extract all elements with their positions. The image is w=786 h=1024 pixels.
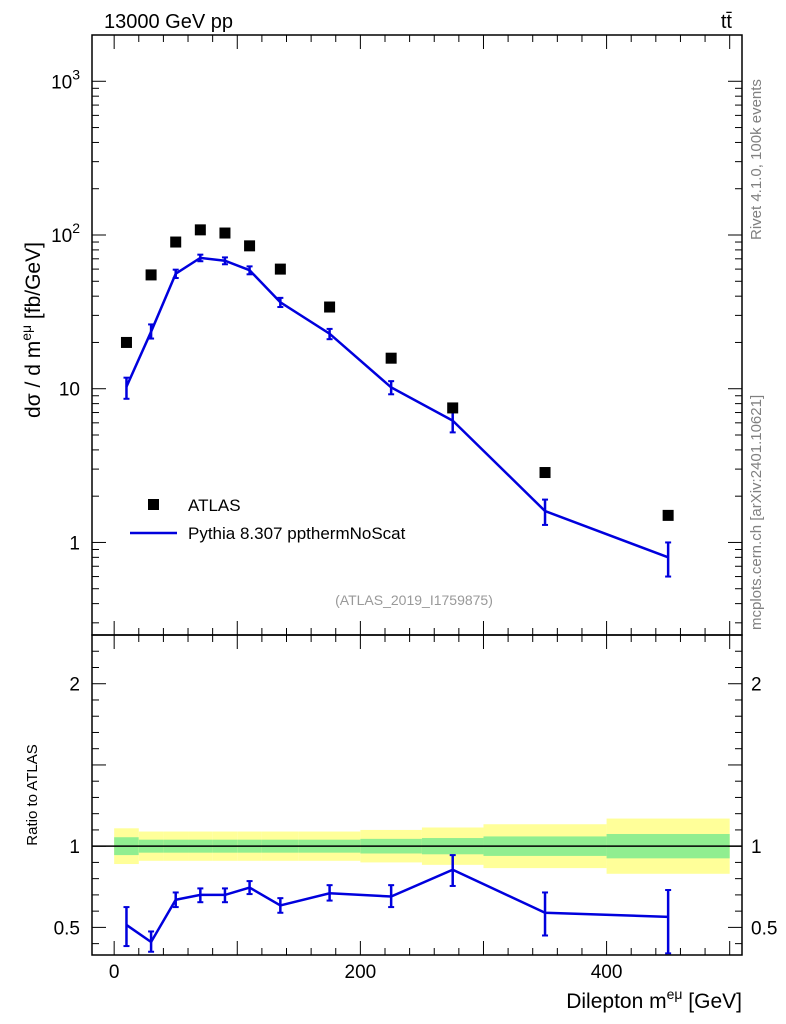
atlas-point: [662, 509, 674, 521]
ratio-y-axis-label: Ratio to ATLAS: [24, 744, 41, 845]
rivet-label: Rivet 4.1.0, 100k events: [748, 79, 765, 240]
ratio-ytick-label-right: 0.5: [751, 918, 777, 939]
ratio-axis-ticks: [92, 635, 742, 955]
atlas-point: [385, 352, 397, 364]
atlas-point: [447, 402, 459, 414]
atlas-point: [539, 467, 551, 479]
atlas-point: [194, 224, 206, 236]
ratio-uncertainty-bands: [92, 818, 742, 874]
ratio-ytick-labels: 0.5 0.5 1 1 2 2: [54, 675, 778, 940]
main-ytick-labels: 1 10 102 103: [51, 66, 80, 554]
x-axis-label: Dilepton meμ [GeV]: [566, 986, 742, 1013]
main-ytick-label: 10: [59, 380, 80, 401]
main-y-axis-label: dσ / d meμ [fb/GeV]: [18, 242, 45, 418]
xtick-label: 0: [109, 962, 120, 983]
atlas-point: [324, 301, 336, 313]
atlas-point: [219, 227, 231, 239]
legend: ATLAS Pythia 8.307 ppthermNoScat: [130, 496, 406, 543]
ratio-panel: 0.5 0.5 1 1 2 2 0 200 400 Ratio to ATLAS Dilept…: [24, 634, 778, 1013]
legend-atlas-marker: [148, 499, 159, 510]
atlas-point: [274, 263, 286, 275]
legend-atlas-label: ATLAS: [188, 496, 241, 515]
mc-series: [123, 253, 672, 578]
header-right-label: tt̄: [721, 11, 733, 33]
atlas-point: [170, 236, 182, 248]
main-ytick-label: 1: [69, 533, 80, 554]
xtick-label: 400: [591, 962, 623, 983]
ratio-xtick-labels: 0 200 400: [109, 962, 623, 983]
atlas-point: [244, 240, 256, 252]
atlas-point: [145, 269, 157, 281]
main-panel: 1 10 102 103 dσ / d meμ [fb/GeV] ATLAS Pyth…: [18, 34, 743, 636]
xtick-label: 200: [345, 962, 377, 983]
legend-mc-label: Pythia 8.307 ppthermNoScat: [188, 524, 406, 543]
mcplots-label: mcplots.cern.ch [arXiv:2401.10621]: [748, 395, 765, 630]
header-left-label: 13000 GeV pp: [104, 11, 233, 33]
atlas-point: [120, 336, 132, 348]
main-ytick-label: 103: [51, 66, 80, 93]
mc-line: [125, 256, 669, 559]
ratio-frame: [91, 634, 743, 956]
main-ytick-label: 102: [51, 220, 80, 247]
analysis-id-label: (ATLAS_2019_I1759875): [335, 592, 493, 608]
atlas-series: [120, 224, 674, 521]
ratio-mc-series: [123, 854, 672, 955]
main-frame: [91, 34, 743, 636]
main-axis-ticks: [92, 34, 742, 635]
ratio-ytick-label-left: 2: [69, 675, 80, 696]
ratio-ytick-label-right: 1: [751, 837, 762, 858]
ratio-ytick-label-right: 2: [751, 675, 762, 696]
ratio-mc-line: [125, 868, 669, 944]
ratio-ytick-label-left: 0.5: [54, 918, 80, 939]
ratio-ytick-label-left: 1: [69, 837, 80, 858]
